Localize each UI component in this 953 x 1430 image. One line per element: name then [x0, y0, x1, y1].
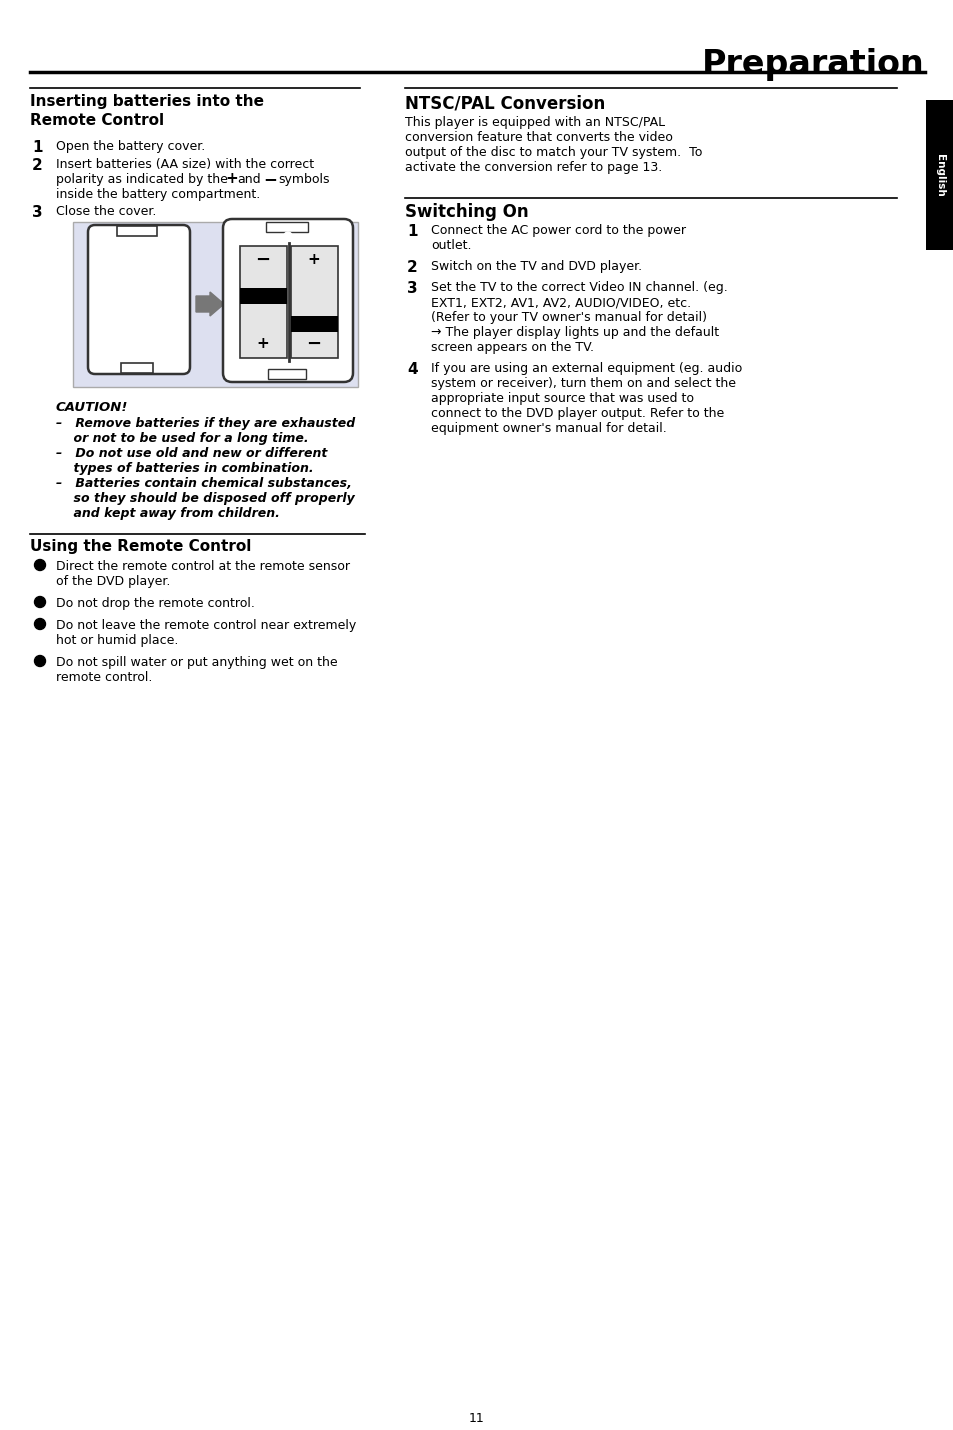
FancyBboxPatch shape [88, 225, 190, 375]
Text: +: + [225, 172, 237, 186]
Text: and kept away from children.: and kept away from children. [56, 508, 279, 521]
Text: inside the battery compartment.: inside the battery compartment. [56, 187, 260, 202]
Text: activate the conversion refer to page 13.: activate the conversion refer to page 13… [405, 162, 661, 174]
Text: 4: 4 [407, 362, 417, 378]
Text: 3: 3 [32, 204, 43, 220]
Text: −: − [263, 170, 276, 187]
Text: English: English [934, 153, 944, 196]
Text: so they should be disposed off properly: so they should be disposed off properly [56, 492, 355, 505]
Text: appropriate input source that was used to: appropriate input source that was used t… [431, 392, 693, 405]
Text: NTSC/PAL Conversion: NTSC/PAL Conversion [405, 94, 604, 112]
Text: 1: 1 [407, 225, 417, 239]
Text: or not to be used for a long time.: or not to be used for a long time. [56, 432, 309, 445]
Bar [73, 222, 357, 388]
Text: Do not drop the remote control.: Do not drop the remote control. [56, 596, 254, 611]
Bar [240, 246, 287, 358]
Text: output of the disc to match your TV system.  To: output of the disc to match your TV syst… [405, 146, 701, 159]
Text: Switching On: Switching On [405, 203, 528, 222]
Text: –   Batteries contain chemical substances,: – Batteries contain chemical substances, [56, 478, 352, 490]
Text: hot or humid place.: hot or humid place. [56, 633, 178, 646]
Text: system or receiver), turn them on and select the: system or receiver), turn them on and se… [431, 378, 735, 390]
Text: This player is equipped with an NTSC/PAL: This player is equipped with an NTSC/PAL [405, 116, 664, 129]
Text: connect to the DVD player output. Refer to the: connect to the DVD player output. Refer … [431, 408, 723, 420]
Text: Using the Remote Control: Using the Remote Control [30, 539, 251, 553]
Bar [240, 287, 287, 305]
Text: Inserting batteries into the: Inserting batteries into the [30, 94, 264, 109]
Circle shape [284, 232, 292, 240]
Text: Set the TV to the correct Video IN channel. (eg.: Set the TV to the correct Video IN chann… [431, 282, 727, 295]
Bar [291, 246, 337, 358]
Text: –   Do not use old and new or different: – Do not use old and new or different [56, 448, 327, 460]
Text: 2: 2 [407, 260, 417, 275]
Text: outlet.: outlet. [431, 239, 471, 252]
Text: Close the cover.: Close the cover. [56, 204, 156, 217]
Bar [291, 316, 337, 332]
Text: 3: 3 [407, 282, 417, 296]
Text: Open the battery cover.: Open the battery cover. [56, 140, 205, 153]
Text: Direct the remote control at the remote sensor: Direct the remote control at the remote … [56, 561, 350, 573]
Text: symbols: symbols [277, 173, 329, 186]
Text: equipment owner's manual for detail.: equipment owner's manual for detail. [431, 422, 666, 435]
Text: CAUTION!: CAUTION! [56, 400, 129, 415]
Text: Do not leave the remote control near extremely: Do not leave the remote control near ext… [56, 619, 355, 632]
Text: 11: 11 [469, 1411, 484, 1426]
Circle shape [34, 596, 46, 608]
Text: Remote Control: Remote Control [30, 113, 164, 129]
Text: Insert batteries (AA size) with the correct: Insert batteries (AA size) with the corr… [56, 157, 314, 172]
Circle shape [34, 559, 46, 571]
Text: (Refer to your TV owner's manual for detail): (Refer to your TV owner's manual for det… [431, 310, 706, 325]
Bar [121, 363, 152, 373]
Bar [117, 226, 157, 236]
Text: Do not spill water or put anything wet on the: Do not spill water or put anything wet o… [56, 656, 337, 669]
Text: Preparation: Preparation [701, 49, 924, 82]
Text: −: − [306, 335, 321, 353]
Bar [925, 100, 953, 250]
FancyBboxPatch shape [223, 219, 353, 382]
Text: types of batteries in combination.: types of batteries in combination. [56, 462, 314, 475]
Bar [266, 222, 308, 232]
Text: If you are using an external equipment (eg. audio: If you are using an external equipment (… [431, 362, 741, 375]
FancyArrow shape [195, 292, 224, 316]
Text: 1: 1 [32, 140, 43, 154]
Text: remote control.: remote control. [56, 671, 152, 684]
Text: +: + [307, 253, 320, 267]
Text: –   Remove batteries if they are exhausted: – Remove batteries if they are exhausted [56, 418, 355, 430]
Text: → The player display lights up and the default: → The player display lights up and the d… [431, 326, 719, 339]
Text: +: + [256, 336, 269, 352]
Text: Connect the AC power cord to the power: Connect the AC power cord to the power [431, 225, 685, 237]
Text: Switch on the TV and DVD player.: Switch on the TV and DVD player. [431, 260, 641, 273]
Text: 2: 2 [32, 157, 43, 173]
Bar [268, 369, 306, 379]
Text: of the DVD player.: of the DVD player. [56, 575, 171, 588]
Circle shape [34, 655, 46, 666]
Text: −: − [255, 252, 271, 269]
Text: EXT1, EXT2, AV1, AV2, AUDIO/VIDEO, etc.: EXT1, EXT2, AV1, AV2, AUDIO/VIDEO, etc. [431, 296, 690, 309]
Text: and: and [236, 173, 260, 186]
Circle shape [34, 619, 46, 629]
Text: polarity as indicated by the: polarity as indicated by the [56, 173, 228, 186]
Text: screen appears on the TV.: screen appears on the TV. [431, 340, 594, 355]
Text: conversion feature that converts the video: conversion feature that converts the vid… [405, 132, 672, 144]
